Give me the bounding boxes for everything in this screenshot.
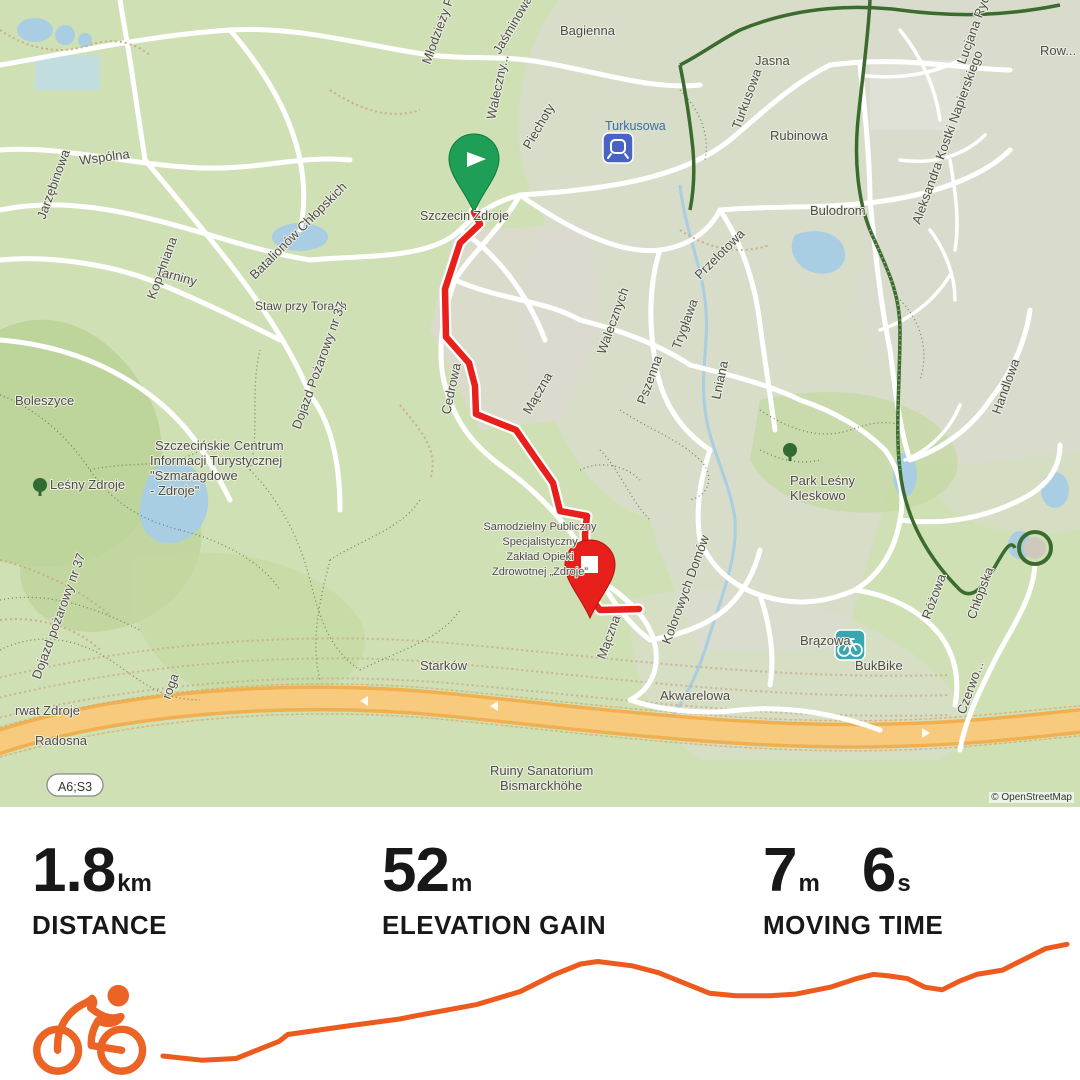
svg-text:Szczecińskie Centrum: Szczecińskie Centrum (155, 438, 284, 453)
svg-text:Szczecin Zdroje: Szczecin Zdroje (420, 209, 509, 223)
svg-text:Kleskowo: Kleskowo (790, 488, 846, 503)
svg-text:"Szmaragdowe: "Szmaragdowe (150, 468, 238, 483)
svg-text:Brązowa: Brązowa (800, 633, 851, 648)
svg-text:A6;S3: A6;S3 (58, 780, 92, 794)
svg-text:Samodzielny Publiczny: Samodzielny Publiczny (483, 521, 597, 533)
svg-text:Jasna: Jasna (755, 53, 790, 68)
svg-text:BukBike: BukBike (855, 658, 903, 673)
svg-text:Bulodrom: Bulodrom (810, 203, 866, 218)
svg-text:Bismarckhöhe: Bismarckhöhe (500, 778, 582, 793)
svg-text:Rubinowa: Rubinowa (770, 128, 829, 143)
svg-text:Starków: Starków (420, 658, 468, 673)
svg-text:Zakład Opieki: Zakład Opieki (506, 551, 573, 563)
svg-text:Radosna: Radosna (35, 733, 88, 748)
svg-text:Bagienna: Bagienna (560, 23, 616, 38)
svg-text:Akwarelowa: Akwarelowa (660, 688, 731, 703)
svg-text:- Zdroje": - Zdroje" (150, 483, 200, 498)
svg-text:Leśny Zdroje: Leśny Zdroje (50, 477, 125, 492)
svg-text:Ruiny Sanatorium: Ruiny Sanatorium (490, 763, 593, 778)
svg-text:Boleszyce: Boleszyce (15, 393, 74, 408)
svg-text:Specjalistyczny: Specjalistyczny (502, 536, 578, 548)
svg-text:Row...: Row... (1040, 43, 1076, 58)
svg-text:Informacji Turystycznej: Informacji Turystycznej (150, 453, 282, 468)
svg-text:Zdrowotnej „Zdroje”: Zdrowotnej „Zdroje” (492, 566, 588, 578)
svg-text:Turkusowa: Turkusowa (605, 119, 666, 133)
svg-text:rwat Zdroje: rwat Zdroje (15, 703, 80, 718)
svg-text:Park Leśny: Park Leśny (790, 473, 856, 488)
